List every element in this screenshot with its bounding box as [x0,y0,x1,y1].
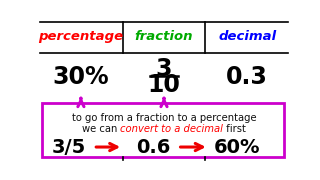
Text: 60%: 60% [214,138,260,157]
Text: percentage: percentage [38,30,124,43]
Text: 30%: 30% [52,65,109,89]
Text: 3/5: 3/5 [52,138,86,157]
Text: fraction: fraction [135,30,193,43]
Text: first: first [223,124,246,134]
Text: to go from a fraction to a percentage: to go from a fraction to a percentage [72,113,256,123]
Text: 3: 3 [156,57,172,81]
Text: 0.6: 0.6 [136,138,170,157]
Text: we can: we can [82,124,120,134]
Text: convert to a decimal: convert to a decimal [120,124,223,134]
Text: decimal: decimal [218,30,276,43]
Text: 10: 10 [148,73,180,97]
Text: 0.3: 0.3 [226,65,268,89]
